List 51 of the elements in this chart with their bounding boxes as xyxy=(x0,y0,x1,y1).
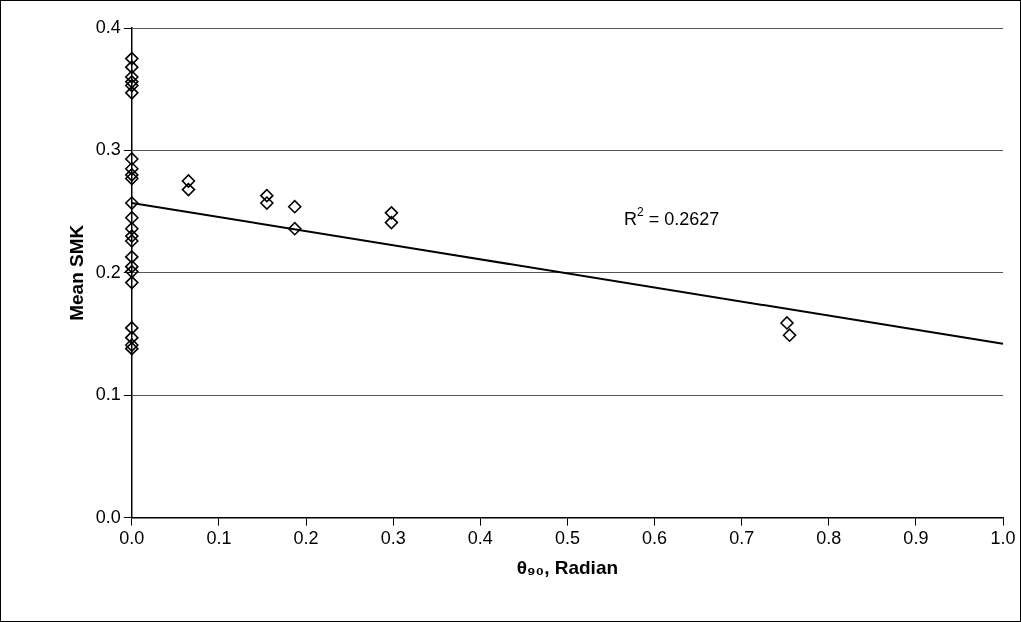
point xyxy=(125,321,139,335)
x-tick-label: 0.5 xyxy=(554,528,580,549)
point xyxy=(125,60,139,74)
x-tick-label: 0.1 xyxy=(206,528,232,549)
point xyxy=(125,161,139,176)
point xyxy=(125,196,139,210)
point xyxy=(125,168,139,182)
point xyxy=(125,152,139,166)
point xyxy=(125,234,139,248)
point xyxy=(125,264,139,279)
point xyxy=(125,86,139,100)
point xyxy=(125,75,139,89)
x-tick-label: 0.9 xyxy=(903,528,929,549)
point xyxy=(125,330,139,345)
x-tick-label: 1.0 xyxy=(990,528,1016,549)
y-tick-label: 0.2 xyxy=(95,261,121,282)
point xyxy=(125,275,139,290)
y-tick-label: 0.4 xyxy=(95,16,121,37)
y-tick-label: 0.1 xyxy=(95,384,121,405)
y-axis-title: Mean SMK xyxy=(65,224,87,321)
x-tick-label: 0.2 xyxy=(293,528,319,549)
x-tick-label: 0.0 xyxy=(119,528,145,549)
point xyxy=(125,78,139,93)
point xyxy=(260,196,274,210)
point xyxy=(125,229,139,243)
point xyxy=(125,341,139,356)
point xyxy=(287,199,302,214)
point xyxy=(384,206,399,220)
x-tick-label: 0.4 xyxy=(467,528,493,549)
x-tick-label: 0.8 xyxy=(816,528,842,549)
x-tick-label: 0.7 xyxy=(729,528,755,549)
point xyxy=(181,182,196,197)
y-tick-label: 0.0 xyxy=(95,506,121,527)
point xyxy=(125,171,139,186)
x-tick-label: 0.3 xyxy=(380,528,406,549)
point xyxy=(260,188,274,203)
point xyxy=(125,221,139,236)
point xyxy=(125,259,139,274)
point xyxy=(125,51,139,66)
point xyxy=(782,328,797,343)
y-tick-label: 0.3 xyxy=(95,139,121,160)
point xyxy=(125,70,139,84)
x-tick-label: 0.6 xyxy=(642,528,668,549)
point xyxy=(780,316,794,330)
x-axis-title: θ₉₀, Radian xyxy=(516,556,619,578)
point xyxy=(287,221,302,236)
point xyxy=(181,174,196,188)
point xyxy=(384,215,399,230)
point xyxy=(125,338,139,352)
point xyxy=(125,210,139,225)
point xyxy=(125,250,139,264)
